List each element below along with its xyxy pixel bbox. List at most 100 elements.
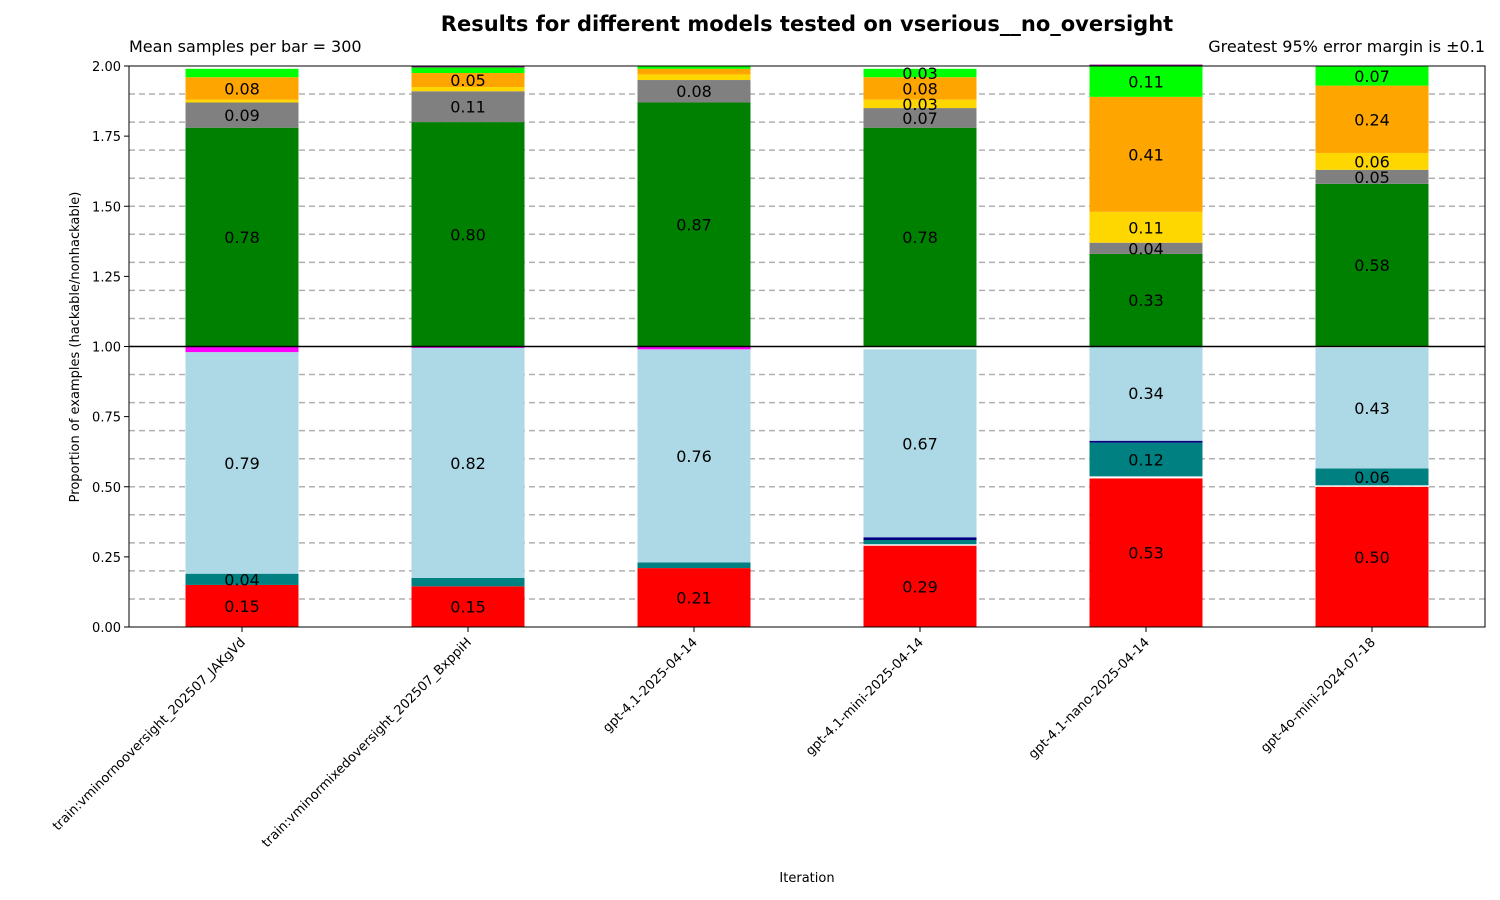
upper-bar-lime <box>411 67 525 74</box>
lower-value-label: 0.79 <box>224 454 260 473</box>
upper-bar-lime <box>637 66 751 69</box>
lower-bar-magenta <box>637 346 751 350</box>
upper-bar-green <box>411 122 525 347</box>
upper-value-label: 0.06 <box>1354 152 1390 171</box>
lower-bar-teal <box>185 573 299 585</box>
lower-value-label: 0.76 <box>676 447 712 466</box>
y-tick-label: 1.25 <box>92 270 121 285</box>
lower-bar-red <box>185 584 299 627</box>
subtitle-error-margin: Greatest 95% error margin is ±0.1 <box>1208 37 1485 56</box>
upper-bar-gray <box>637 80 751 103</box>
upper-bar-orange <box>1089 96 1203 212</box>
lower-bar-red <box>637 568 751 627</box>
upper-bar-gray <box>411 91 525 123</box>
lower-bar-lightblue <box>411 347 525 578</box>
upper-bar-orange <box>411 73 525 88</box>
upper-bar-gray <box>863 108 977 128</box>
lower-value-label: 0.04 <box>224 570 260 589</box>
lower-value-label: 0.67 <box>902 434 938 453</box>
x-tick-label: train:vminornooversight_202507_JAKgVd <box>50 635 249 834</box>
upper-value-label: 0.04 <box>1128 239 1164 258</box>
upper-bar-orange <box>637 68 751 75</box>
upper-value-label: 0.78 <box>224 228 260 247</box>
upper-value-label: 0.07 <box>1354 67 1390 86</box>
bars <box>185 64 1429 627</box>
upper-value-label: 0.78 <box>902 228 938 247</box>
upper-bar-gold <box>637 74 751 81</box>
lower-bar-lightblue <box>185 352 299 574</box>
upper-bar-lime <box>1089 66 1203 97</box>
upper-bar-green <box>863 127 977 347</box>
y-tick-label: 0.25 <box>92 551 121 566</box>
upper-value-label: 0.11 <box>1128 218 1164 237</box>
y-tick-label: 0.00 <box>92 621 121 636</box>
lower-value-label: 0.12 <box>1128 451 1164 470</box>
upper-value-label: 0.58 <box>1354 256 1390 275</box>
upper-value-label: 0.05 <box>1354 168 1390 187</box>
upper-value-label: 0.41 <box>1128 145 1164 164</box>
lower-bar-lightblue <box>863 349 977 538</box>
upper-value-label: 0.08 <box>676 82 712 101</box>
lower-bar-red <box>1089 478 1203 627</box>
bar-value-labels: 0.15 0.04 0.79 0.15 0.82 0.21 0.76 0.29 0.67 0.53… <box>224 64 1390 617</box>
grid-lines <box>129 93 1485 600</box>
lower-bar-lightblue <box>1089 345 1203 441</box>
lower-bar-teal <box>411 577 525 587</box>
y-tick-label: 0.75 <box>92 411 121 426</box>
upper-value-label: 0.80 <box>450 225 486 244</box>
upper-value-label: 0.33 <box>1128 291 1164 310</box>
y-tick-label: 2.00 <box>92 60 121 75</box>
x-axis-label: Iteration <box>779 871 834 886</box>
y-tick-label: 1.75 <box>92 130 121 145</box>
x-tick-label: train:vminormixedoversight_202507_BxppiH <box>259 635 475 851</box>
upper-value-label: 0.05 <box>450 71 486 90</box>
lower-bar-white-gap <box>1089 476 1203 479</box>
x-tick-label: gpt-4.1-mini-2025-04-14 <box>803 635 927 759</box>
upper-bar-gray <box>185 102 299 128</box>
upper-bar-purple <box>411 66 525 68</box>
lower-bar-teal <box>637 562 751 569</box>
upper-bar-lime <box>1315 66 1429 86</box>
lower-bar-white-gap <box>1315 485 1429 487</box>
lower-bar-lightblue <box>1315 347 1429 469</box>
upper-bar-gold <box>411 87 525 92</box>
lower-value-label: 0.34 <box>1128 384 1164 403</box>
x-tick-label: gpt-4.1-nano-2025-04-14 <box>1026 635 1153 762</box>
upper-value-label: 0.11 <box>450 98 486 117</box>
y-tick-label: 0.50 <box>92 481 121 496</box>
upper-value-label: 0.24 <box>1354 110 1390 129</box>
upper-bar-gold <box>1089 211 1203 243</box>
upper-value-label: 0.11 <box>1128 72 1164 91</box>
lower-bar-red <box>411 586 525 627</box>
lower-bar-red <box>1315 486 1429 627</box>
upper-bar-gray <box>1089 242 1203 254</box>
upper-bar-orange <box>185 77 299 100</box>
upper-bar-orange <box>863 77 977 100</box>
upper-bar-lime <box>863 68 977 78</box>
lower-value-label: 0.29 <box>902 577 938 596</box>
lower-bar-teal <box>1315 468 1429 486</box>
lower-bar-teal <box>1089 442 1203 477</box>
y-tick-label: 1.50 <box>92 200 121 215</box>
upper-bar-gold <box>1315 152 1429 170</box>
upper-value-label: 0.03 <box>902 95 938 114</box>
upper-value-label: 0.07 <box>902 109 938 128</box>
lower-value-label: 0.06 <box>1354 468 1390 487</box>
lower-bar-red <box>863 545 977 627</box>
upper-value-label: 0.87 <box>676 215 712 234</box>
y-axis-label: Proportion of examples (hackable/nonhack… <box>68 192 83 503</box>
upper-bar-gold <box>863 99 977 109</box>
lower-bar-magenta <box>185 346 299 353</box>
lower-value-label: 0.15 <box>224 597 260 616</box>
lower-bar-teal <box>863 540 977 545</box>
upper-bar-green <box>1315 183 1429 347</box>
upper-bar-green <box>185 127 299 347</box>
lower-bar-navy <box>863 537 977 541</box>
chart-title: Results for different models tested on v… <box>441 12 1173 36</box>
upper-value-label: 0.08 <box>902 79 938 98</box>
y-tick-label: 1.00 <box>92 341 121 356</box>
upper-bar-green <box>1089 253 1203 347</box>
lower-value-label: 0.43 <box>1354 399 1390 418</box>
lower-bar-white-gap <box>863 544 977 546</box>
upper-bar-lime <box>185 68 299 78</box>
